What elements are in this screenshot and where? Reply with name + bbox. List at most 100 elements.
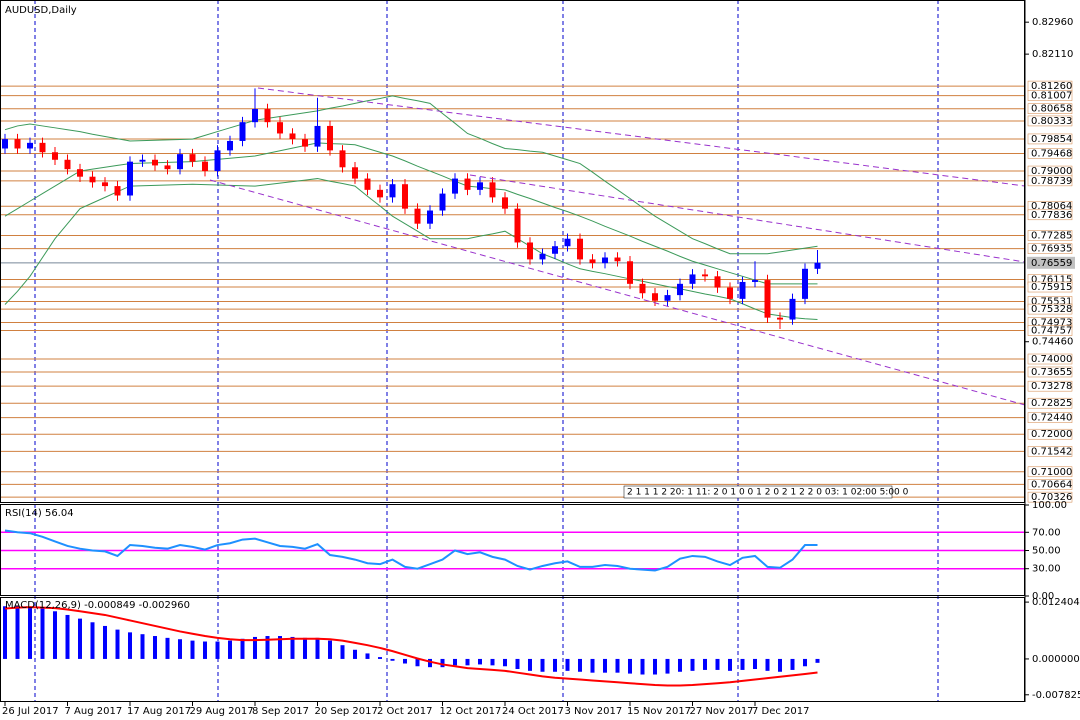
macd-bar (765, 658, 770, 671)
candle-body (289, 133, 296, 140)
candle-body (577, 238, 583, 260)
candle-body (702, 274, 708, 277)
candle-body (64, 159, 71, 170)
y-tick-label: 0.74460 (1032, 337, 1073, 348)
candle-body (302, 139, 308, 147)
macd-bar (253, 636, 257, 659)
candle-body (214, 150, 221, 172)
macd-bar (53, 611, 57, 659)
macd-panel-frame (0, 597, 1025, 702)
candle-body (339, 150, 346, 168)
macd-bar (390, 658, 395, 661)
macd-bar (115, 629, 120, 659)
candle-body (2, 139, 8, 149)
macd-bar (403, 658, 407, 664)
macd-bar (515, 658, 520, 670)
macd-bar (278, 636, 282, 659)
candle-body (352, 167, 358, 179)
level-label: 0.71542 (1031, 446, 1072, 457)
level-label-box (1027, 366, 1073, 378)
macd-bar (203, 641, 207, 659)
level-label: 0.77285 (1031, 231, 1072, 242)
macd-bar (165, 637, 170, 659)
macd-bar (653, 658, 657, 675)
candle-body (189, 154, 196, 162)
macd-bar (615, 658, 620, 673)
level-label: 0.74000 (1031, 354, 1072, 365)
trend-line (209, 179, 1026, 406)
candle-body (227, 140, 233, 151)
x-tick-label: 26 Jul 2017 (2, 706, 59, 717)
candle-body (514, 208, 521, 243)
macd-bar (740, 658, 745, 670)
candle-body (139, 159, 146, 162)
level-label: 0.76115 (1031, 275, 1072, 286)
level-label: 0.78739 (1031, 176, 1072, 187)
candle-body (439, 193, 446, 211)
level-label-box (1027, 209, 1073, 221)
candle-body (764, 280, 771, 318)
macd-bar (665, 658, 670, 674)
level-label: 0.74973 (1031, 317, 1072, 328)
macd-bar (40, 608, 45, 659)
candle-body (252, 109, 258, 123)
level-label: 0.79854 (1031, 134, 1072, 145)
level-label: 0.77836 (1031, 210, 1072, 221)
candle-body (714, 276, 721, 288)
level-label-box (1027, 479, 1073, 490)
chart-title: AUDUSD,Daily (5, 5, 77, 16)
x-tick-label: 24 Oct 2017 (502, 706, 564, 717)
level-label: 0.75915 (1031, 282, 1072, 293)
level-label-box (1027, 353, 1073, 365)
macd-bar (565, 658, 570, 671)
level-label-box (1027, 397, 1073, 409)
level-label-box (1027, 412, 1073, 423)
x-tick-label: 3 Nov 2017 (565, 706, 623, 717)
candle-body (102, 182, 108, 187)
macd-bar (103, 625, 107, 659)
candle-body (489, 182, 496, 198)
macd-bar (540, 658, 545, 672)
x-tick-label: 27 Nov 2017 (690, 706, 754, 717)
candle-body (677, 283, 683, 296)
trend-channel (209, 87, 1026, 406)
candle-body (752, 280, 758, 282)
macd-bar (753, 658, 757, 670)
candle-body (202, 161, 208, 172)
candle-body (364, 178, 371, 190)
candle-body (414, 208, 421, 224)
level-label: 0.70326 (1031, 492, 1072, 503)
macd-bar (628, 658, 632, 674)
candle-body (14, 139, 21, 149)
macd-bar (790, 658, 795, 670)
macd-bar (690, 658, 695, 671)
candle-body (264, 109, 271, 123)
macd-bar (3, 606, 7, 659)
level-label-box (1027, 148, 1073, 159)
macd-bar (153, 636, 157, 659)
trend-line (257, 87, 1026, 187)
level-label-box (1027, 281, 1073, 293)
level-label-box (1027, 491, 1073, 503)
macd-title: MACD(12,26,9) -0.000849 -0.002960 (5, 600, 190, 611)
candle-body (427, 210, 433, 224)
macd-bar (315, 637, 320, 659)
y-tick-label: 0.000000 (1032, 654, 1080, 665)
rsi-title: RSI(14) 56.04 (5, 508, 74, 519)
level-label-box (1027, 90, 1073, 101)
macd-bar (815, 658, 820, 663)
candle-body (739, 281, 746, 299)
level-label: 0.79000 (1031, 166, 1072, 177)
macd-bar (378, 657, 382, 659)
x-tick-label: 17 Aug 2017 (127, 706, 191, 717)
macd-bar (128, 632, 132, 659)
price-panel-frame (0, 0, 1025, 503)
trend-line (469, 174, 1026, 263)
level-label: 0.74757 (1031, 326, 1072, 337)
candle-body (689, 274, 696, 284)
macd-bar (678, 658, 682, 672)
macd-bar (503, 658, 507, 667)
candle-body (527, 242, 533, 260)
level-label: 0.70664 (1031, 479, 1072, 490)
